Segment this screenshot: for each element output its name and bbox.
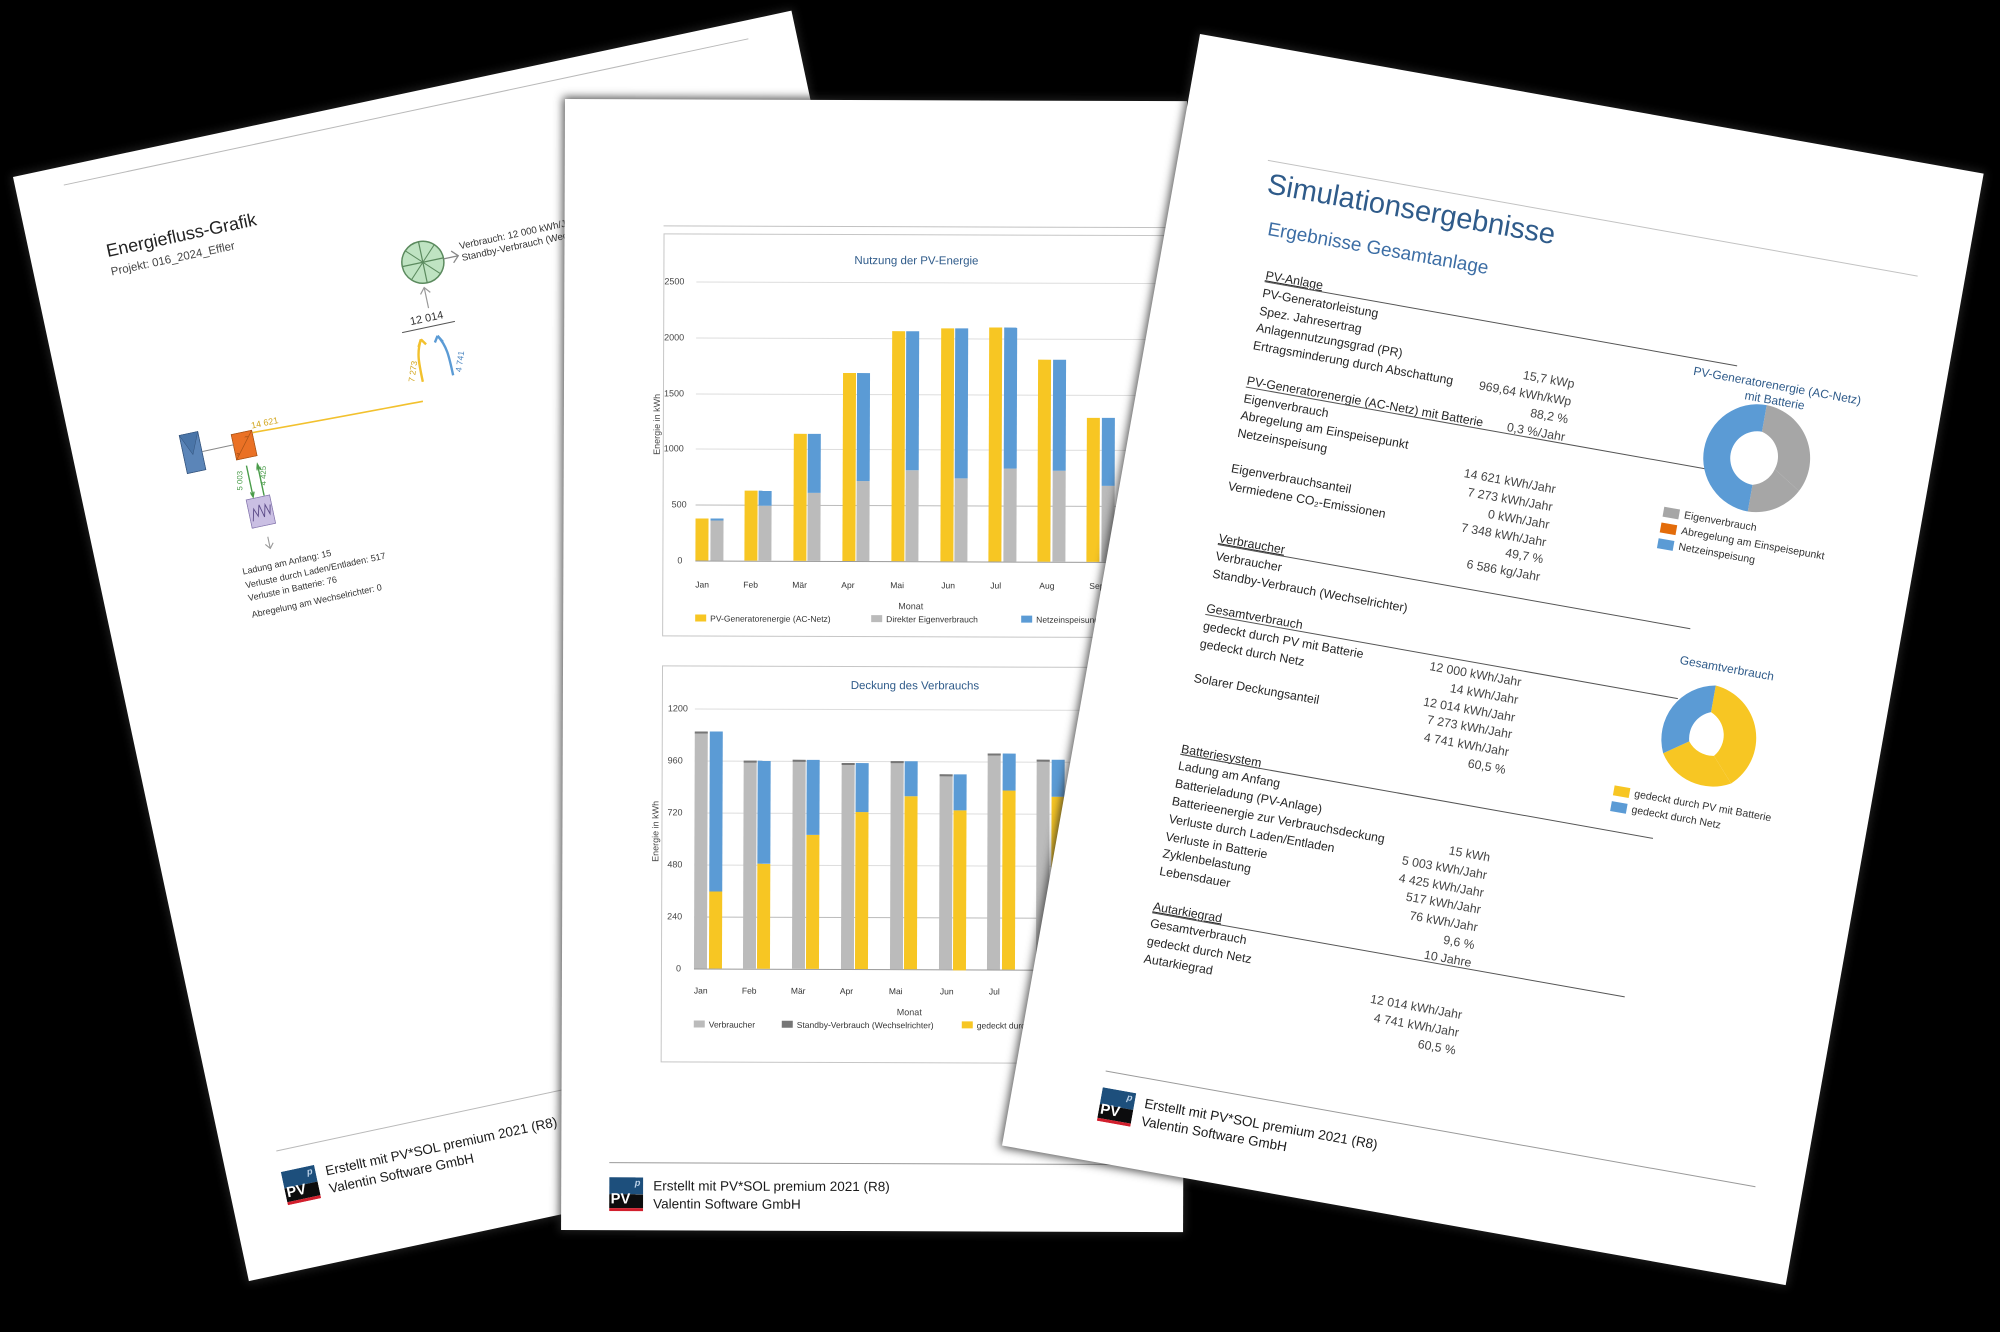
svg-text:PV: PV xyxy=(1099,1102,1121,1121)
svg-text:PV: PV xyxy=(611,1191,631,1207)
svg-text:p: p xyxy=(634,1178,641,1188)
